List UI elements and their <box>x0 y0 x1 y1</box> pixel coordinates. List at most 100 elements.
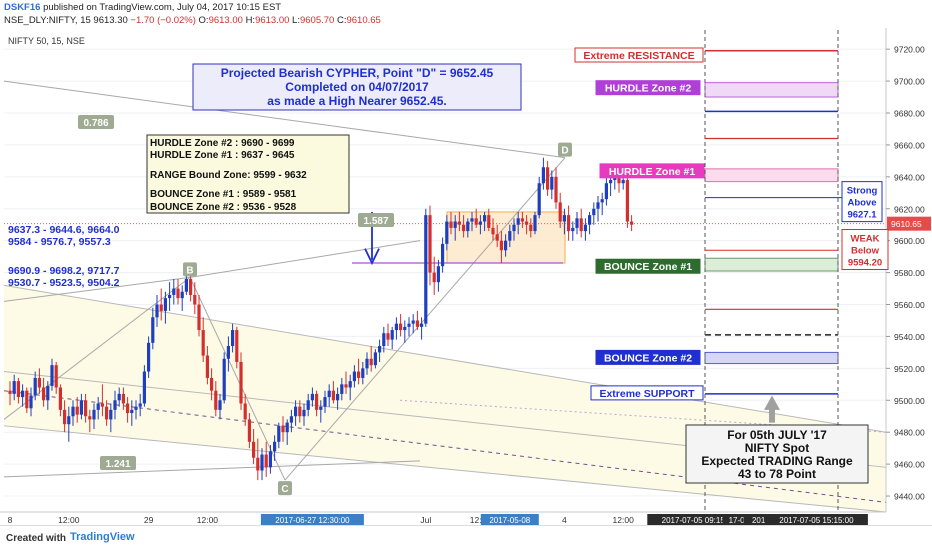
price-tick-label: 9560.00 <box>894 300 925 310</box>
channel-lower-line <box>3 425 887 513</box>
price-tick-label: 9720.00 <box>894 45 925 55</box>
candle-body <box>525 221 529 225</box>
open-label: O: <box>198 15 209 26</box>
candle-body <box>84 400 88 417</box>
candle-body <box>495 234 499 241</box>
low-value: 9605.70 <box>299 15 335 26</box>
candle-body <box>487 215 491 228</box>
candle-body <box>197 304 201 331</box>
candle-body <box>113 400 117 410</box>
candle-body <box>121 393 125 404</box>
strong-above-box <box>841 181 883 223</box>
candle-body <box>546 167 550 190</box>
candle-body <box>571 227 575 232</box>
chart-area[interactable]: 9440.00 9460.00 9480.00 9500.00 9520.00 9540.… <box>0 28 932 526</box>
candle-body <box>445 221 449 244</box>
left-level-text: 9637.3 - 9644.6, 9664.0 <box>8 224 120 236</box>
projection-text: as made a High Nearer 9652.45. <box>267 94 446 108</box>
candle-body <box>340 384 344 394</box>
candle-body <box>621 180 625 184</box>
candle-body <box>424 215 428 324</box>
candle-body <box>67 416 71 425</box>
extreme-support-label-bg <box>590 385 704 401</box>
candle-body <box>474 218 478 225</box>
candle-body <box>193 294 197 305</box>
candle-body <box>205 355 209 378</box>
price-tick-label: 9520.00 <box>894 364 925 374</box>
candle-body <box>96 403 100 410</box>
candle-body <box>390 330 394 340</box>
candle-body <box>231 330 235 347</box>
candle-body <box>12 381 16 394</box>
left-level-text: 9690.9 - 9698.2, 9717.7 <box>8 265 120 277</box>
price-tick-label: 9480.00 <box>894 428 925 438</box>
channel-fill <box>4 371 886 512</box>
channel-fill-upper <box>4 285 886 468</box>
chart-header: DSKF16 published on TradingView.com, Jul… <box>0 0 932 28</box>
time-tick-label: Jul <box>420 515 431 525</box>
candle-body <box>268 451 272 468</box>
tradingview-logo[interactable]: TradingView <box>70 531 135 543</box>
candle-body <box>319 406 323 410</box>
candle-body <box>386 333 390 340</box>
price-tick-label: 9700.00 <box>894 77 925 87</box>
candle-body <box>382 333 386 347</box>
candle-body <box>583 224 587 232</box>
strong-above-text: 9627.1 <box>847 210 877 221</box>
projection-box <box>192 63 522 111</box>
candle-body <box>529 224 533 232</box>
pattern-xb-line <box>3 276 191 302</box>
price-tick-label: 9440.00 <box>894 492 925 502</box>
close-label: C: <box>336 15 347 26</box>
open-value: 9613.00 <box>208 15 243 26</box>
candle-body <box>315 393 319 410</box>
candle-body <box>432 272 436 283</box>
pattern-bc-line <box>189 277 286 481</box>
candle-body <box>243 403 247 420</box>
price-axis-bg <box>886 28 932 525</box>
candle-body <box>277 425 281 442</box>
candle-body <box>163 298 167 311</box>
left-level-text: 9584 - 9576.7, 9557.3 <box>8 236 111 248</box>
forecast-text: Expected TRADING Range <box>701 454 853 468</box>
forecast-box <box>685 424 869 484</box>
candle-body <box>260 454 264 471</box>
candle-body <box>420 323 424 327</box>
high-value: 9613.00 <box>255 15 290 26</box>
zones-box <box>146 134 350 214</box>
ratio-1241-label-bg <box>100 456 136 470</box>
candle-body <box>189 278 193 295</box>
created-with-label: Created with <box>6 533 67 544</box>
price-change: −1.70 (−0.02%) <box>130 15 196 26</box>
hurdle1-label: HURDLE Zone #1 <box>609 166 696 178</box>
up-arrow <box>764 395 780 423</box>
candle-body <box>504 240 508 251</box>
price-tick-label: 9660.00 <box>894 140 925 150</box>
hurdle1-label-bg <box>599 163 705 179</box>
candle-body <box>344 384 348 388</box>
candle-body <box>352 371 356 382</box>
price-tick-label: 9540.00 <box>894 332 925 342</box>
pattern-xc-line <box>3 460 421 478</box>
time-axis-badge-label: 2017-07-05 15:15:00 <box>779 516 854 525</box>
time-axis-badge-label: 2017-05-08 <box>489 516 530 525</box>
candle-body <box>16 381 20 398</box>
author-name[interactable]: DSKF16 <box>4 2 41 13</box>
down-arrow-head <box>364 248 380 266</box>
high-label: H: <box>245 15 256 26</box>
price-chart[interactable]: 9440.00 9460.00 9480.00 9500.00 9520.00 9540.… <box>0 28 932 526</box>
time-axis-badge-label: 2017-06-27 12:30:00 <box>275 516 350 525</box>
candle-body <box>436 266 440 283</box>
candle-body <box>247 419 251 442</box>
candle-body <box>273 441 277 452</box>
last-price: 9613.30 <box>93 15 128 26</box>
candle-body <box>348 381 352 388</box>
candle-body <box>609 180 613 184</box>
candle-body <box>625 180 629 222</box>
bounce1-zone <box>704 257 839 272</box>
candle-body <box>289 416 293 423</box>
candle-body <box>550 176 554 190</box>
candle-body <box>159 304 163 311</box>
candle-body <box>75 406 79 415</box>
candle-body <box>537 183 541 216</box>
